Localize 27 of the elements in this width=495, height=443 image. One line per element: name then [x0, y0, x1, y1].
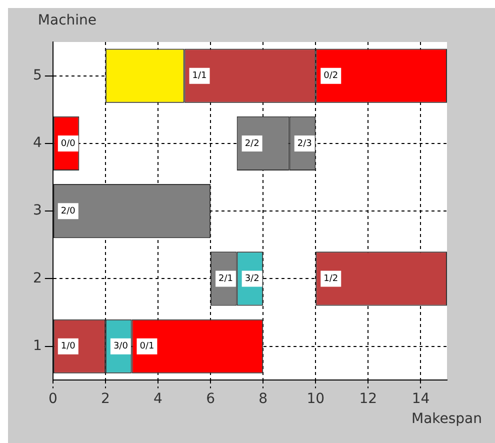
x-tick-label: 14 [412, 391, 430, 408]
y-tick-label: 2 [32, 270, 42, 286]
x-tick-label: 8 [258, 391, 268, 408]
annotation: 1/1 [192, 71, 207, 82]
y-axis-title: Machine [38, 12, 97, 29]
x-tick-label: 0 [48, 391, 58, 408]
x-tick-label: 10 [306, 391, 325, 408]
annotation: 0/0 [60, 138, 76, 149]
y-tick-label: 4 [32, 135, 42, 152]
x-axis-title: Makespan [411, 410, 482, 427]
y-tick-label: 1 [32, 338, 42, 354]
annotation: 3/2 [244, 274, 260, 284]
annotation: 0/1 [140, 342, 154, 352]
annotation: 2/0 [60, 206, 76, 216]
x-tick-label: 12 [359, 391, 378, 408]
annotation: 0/2 [324, 71, 338, 82]
annotation: 3/0 [113, 342, 128, 352]
x-tick-label: 6 [206, 391, 216, 408]
annotation: 1/0 [60, 342, 76, 352]
y-tick-label: 3 [32, 202, 42, 219]
annotation: 1/2 [324, 274, 338, 284]
annotation: 2/2 [244, 138, 260, 149]
x-tick-label: 4 [154, 391, 163, 408]
x-tick-label: 2 [100, 391, 110, 408]
annotation: 2/3 [297, 138, 312, 149]
y-tick-label: 5 [32, 67, 42, 84]
annotation: 2/1 [218, 274, 234, 284]
